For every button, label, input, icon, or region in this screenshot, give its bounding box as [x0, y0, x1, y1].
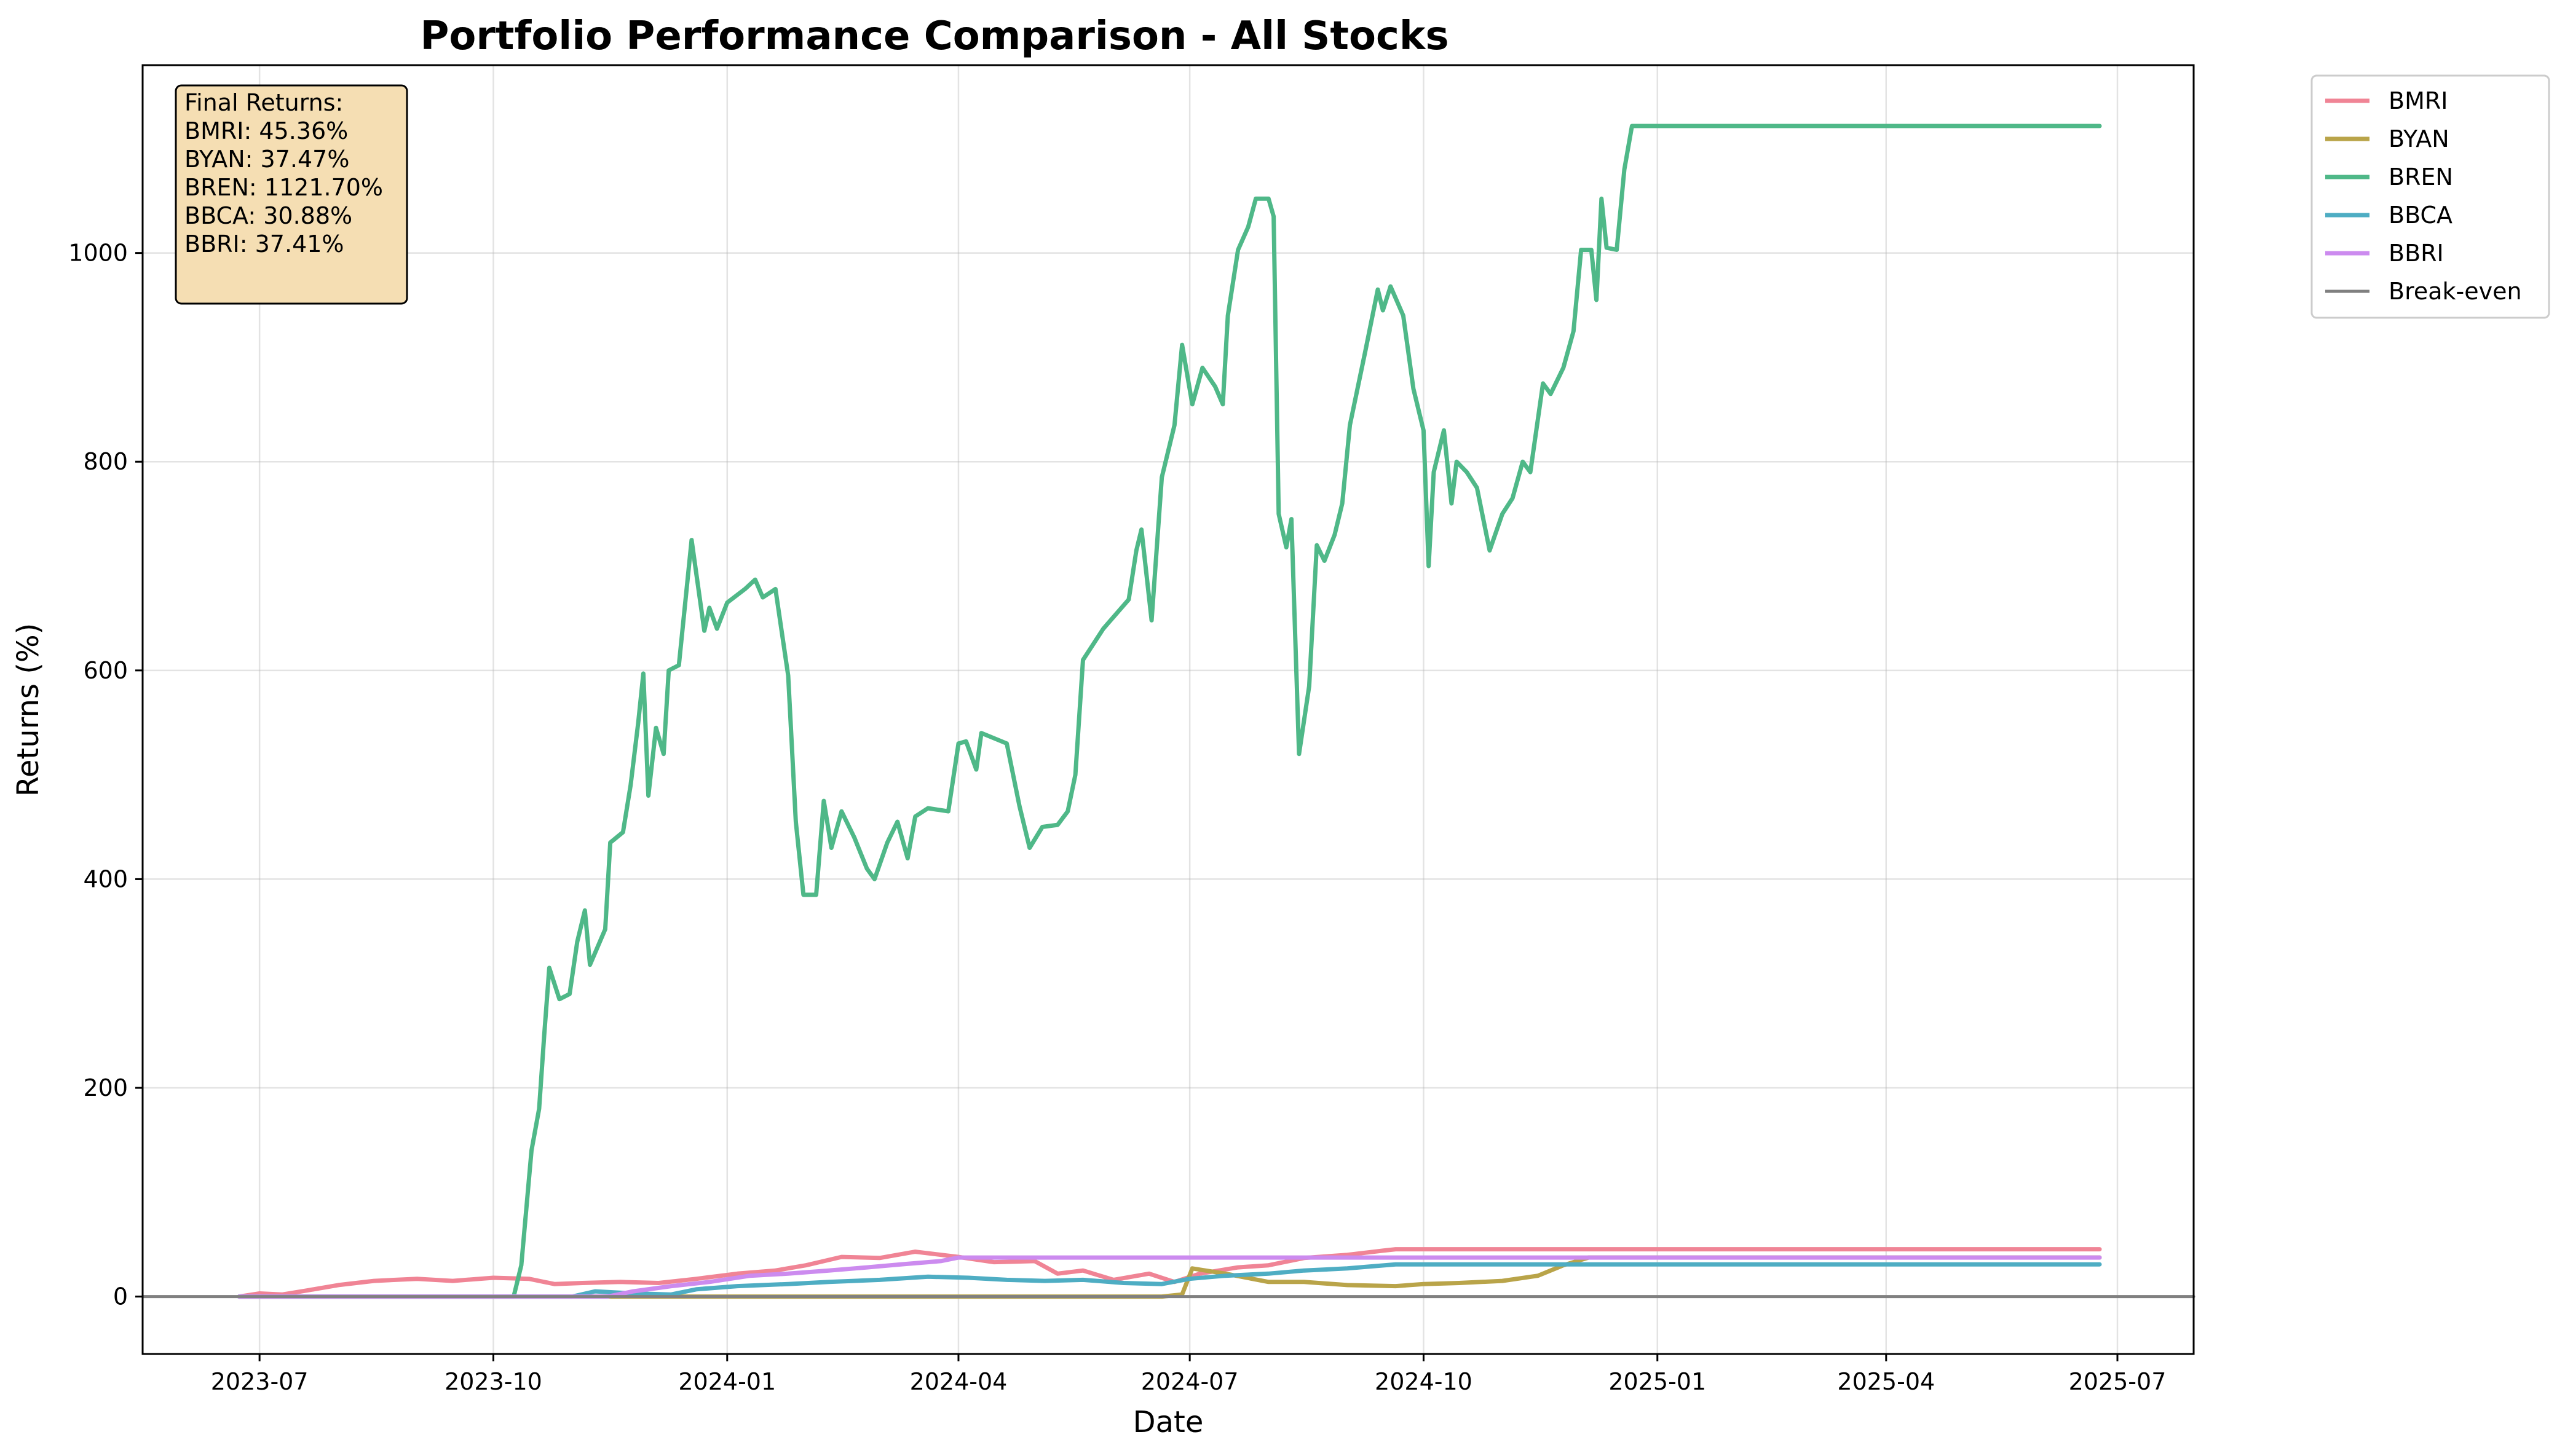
- x-tick-label: 2023-10: [445, 1368, 542, 1395]
- series-line-bmri: [237, 1247, 2102, 1299]
- series-line-bbri: [237, 1255, 2102, 1299]
- legend-label-byan: BYAN: [2389, 125, 2449, 152]
- x-tick-label: 2024-04: [910, 1368, 1008, 1395]
- y-tick-label: 400: [83, 865, 128, 892]
- final-returns-line: BMRI: 45.36%: [184, 117, 348, 144]
- legend-frame: [2310, 74, 2550, 319]
- x-tick-label: 2025-04: [1837, 1368, 1935, 1395]
- plot-frame: [141, 64, 2195, 1355]
- series-line-bren: [237, 124, 2102, 1299]
- y-tick-label: 0: [113, 1283, 128, 1310]
- x-tick-label: 2023-07: [211, 1368, 309, 1395]
- x-tick-label: 2024-10: [1375, 1368, 1472, 1395]
- final-returns-line: BBCA: 30.88%: [184, 202, 352, 229]
- y-axis-ticks: 0 200 400 600 800 1000: [68, 240, 143, 1310]
- final-returns-line: BREN: 1121.70%: [184, 174, 383, 201]
- x-tick-label: 2025-01: [1608, 1368, 1706, 1395]
- x-axis-label: Date: [1133, 1405, 1204, 1439]
- y-tick-label: 800: [83, 448, 128, 475]
- y-tick-label: 1000: [68, 240, 128, 267]
- legend-label-bren: BREN: [2389, 163, 2453, 191]
- y-tick-label: 600: [83, 657, 128, 684]
- final-returns-line: BYAN: 37.47%: [184, 146, 349, 173]
- final-returns-background: [175, 84, 408, 305]
- x-axis-ticks: 2023-07 2023-10 2024-01 2024-04 2024-07 2024-…: [211, 1354, 2167, 1395]
- series-lines: [141, 124, 2195, 1299]
- final-returns-box: Final Returns:BMRI: 45.36%BYAN: 37.47%BR…: [175, 84, 408, 305]
- final-returns-line: Final Returns:: [184, 89, 343, 116]
- chart-title: Portfolio Performance Comparison - All S…: [420, 14, 1448, 59]
- y-tick-label: 200: [83, 1074, 128, 1101]
- x-tick-label: 2024-01: [678, 1368, 776, 1395]
- y-axis-label: Returns (%): [11, 623, 45, 797]
- legend-label-bbca: BBCA: [2389, 202, 2452, 229]
- legend-label-break-even: Break-even: [2389, 278, 2522, 305]
- x-tick-label: 2024-07: [1141, 1368, 1239, 1395]
- series-line-bbca: [237, 1262, 2102, 1299]
- legend-label-bbri: BBRI: [2389, 240, 2444, 267]
- legend-label-bmri: BMRI: [2389, 87, 2448, 114]
- legend: BMRI BYAN BREN BBCA BBRI Break-even: [2310, 74, 2550, 319]
- final-returns-line: BBRI: 37.41%: [184, 230, 344, 258]
- x-tick-label: 2025-07: [2069, 1368, 2167, 1395]
